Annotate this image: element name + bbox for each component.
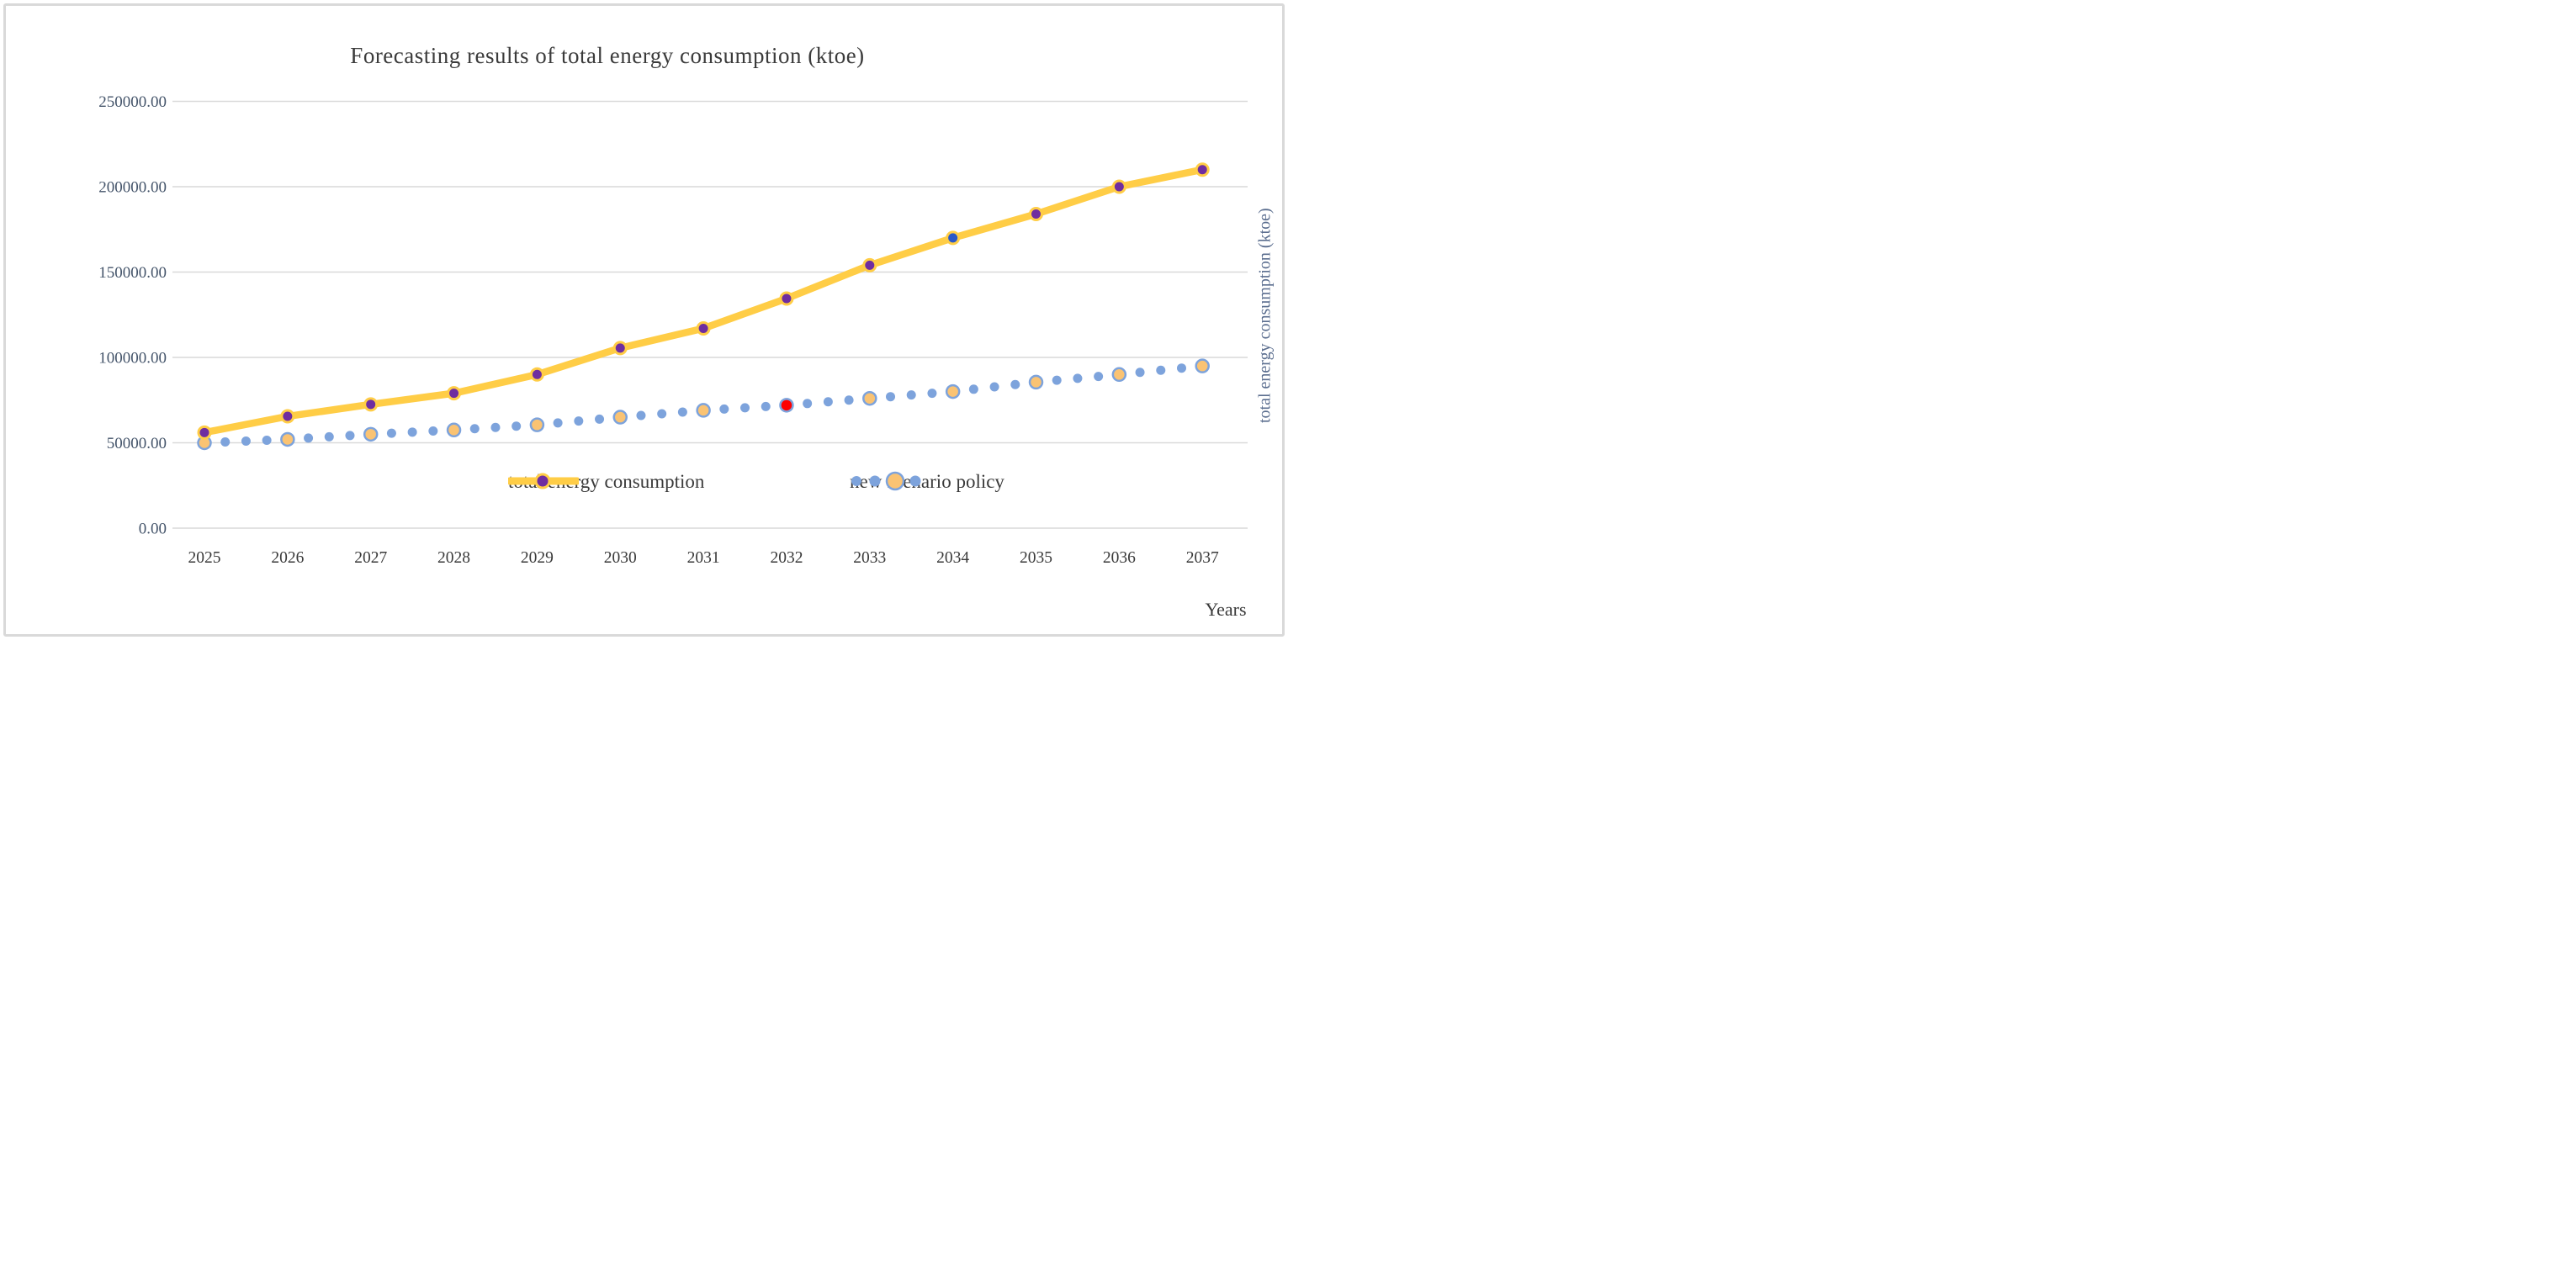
policy-line-dot [407,427,417,437]
data-point-total-energy-2034 [946,230,961,246]
legend-item-new-scenario: new scenario policy [850,469,1004,495]
policy-line-dot [1052,375,1062,385]
data-point-new-scenario-2028 [446,422,462,438]
total-energy-line [200,166,1206,436]
y-tick-label: 100000.00 [98,350,167,368]
data-point-total-energy-2028 [447,386,462,401]
policy-line-dot [740,403,750,413]
policy-line-dot [1156,365,1166,375]
x-axis-title: Years [1205,599,1247,620]
y-tick-label: 250000.00 [98,93,167,111]
policy-line-dot [428,426,438,436]
policy-line-dot [1176,363,1186,373]
policy-line-dot [906,390,916,400]
right-y-axis-title: total energy consumption (ktoe) [1255,208,1275,423]
data-point-total-energy-2036 [1111,179,1126,194]
chart-title: Forecasting results of total energy cons… [350,43,865,68]
y-tick-label: 200000.00 [98,179,167,197]
policy-line-dot [719,404,729,414]
policy-line-dot [574,416,584,426]
policy-line-dot [803,399,813,409]
policy-line-dot [1010,379,1020,389]
data-point-new-scenario-2034 [945,383,961,399]
x-tick-label-2036: 2036 [1103,549,1136,567]
policy-line-dot [657,409,667,419]
policy-line-dot [241,436,251,446]
data-point-total-energy-2027 [363,397,379,412]
data-point-total-energy-2035 [1029,206,1043,221]
x-tick-label-2035: 2035 [1020,549,1052,567]
policy-line-dot [823,397,833,407]
policy-line-dot [677,407,687,417]
data-point-new-scenario-2033 [862,390,877,406]
x-tick-label-2032: 2032 [770,549,803,567]
data-point-new-scenario-2030 [612,410,628,425]
policy-line-dot [324,431,334,442]
policy-line-dot [490,422,501,432]
x-tick-label-2037: 2037 [1186,549,1219,567]
x-tick-label-2027: 2027 [354,549,387,567]
data-point-new-scenario-2032 [779,398,794,413]
x-tick-label-2034: 2034 [936,549,969,567]
data-point-new-scenario-2029 [529,417,545,432]
data-point-new-scenario-2035 [1028,374,1044,390]
policy-line-dot [844,395,854,405]
data-point-total-energy-2037 [1195,162,1210,177]
policy-line-dot [886,392,896,402]
data-point-total-energy-2032 [779,291,794,306]
data-point-new-scenario-2031 [696,403,711,418]
legend-swatch-dotted-line [851,471,921,491]
x-tick-label-2031: 2031 [687,549,720,567]
x-tick-label-2030: 2030 [604,549,637,567]
chart-canvas: 0.00 50000.00 100000.00 150000.00 200000.00 2… [98,93,1248,567]
y-tick-label: 50000.00 [107,435,167,452]
data-point-total-energy-2030 [612,341,628,356]
policy-line-dot [989,382,999,392]
data-point-new-scenario-2036 [1111,367,1127,383]
data-point-total-energy-2031 [696,320,711,336]
x-tick-label-2025: 2025 [188,549,221,567]
x-tick-label-2026: 2026 [271,549,304,567]
policy-line-dot [262,435,272,445]
data-point-total-energy-2026 [280,409,295,424]
data-point-new-scenario-2037 [1195,358,1210,373]
data-point-new-scenario-2027 [363,426,379,442]
policy-line-dot [386,428,396,438]
data-point-new-scenario-2026 [280,431,295,447]
legend-swatch-solid-line [508,473,579,489]
policy-line-dot [595,414,605,424]
policy-line-dot [511,421,522,431]
x-tick-label-2029: 2029 [521,549,554,567]
y-tick-label: 150000.00 [98,264,167,282]
data-point-total-energy-2025 [197,425,212,440]
policy-line-dot [1135,368,1145,378]
data-point-total-energy-2029 [529,367,544,382]
policy-line-dot [761,401,771,411]
policy-line-dot [304,433,314,443]
x-tick-label-2028: 2028 [437,549,470,567]
legend-item-total-energy: total energy consumption [508,469,704,495]
policy-line-dot [220,436,231,447]
policy-line-dot [469,424,480,434]
policy-line-dot [927,389,937,399]
policy-line-dot [1094,372,1104,382]
policy-line-dot [636,410,646,420]
x-tick-label-2033: 2033 [853,549,886,567]
y-tick-label: 0.00 [139,521,167,538]
policy-line-dot [345,431,355,441]
policy-line-dot [1073,373,1083,383]
policy-line-dot [553,418,563,428]
chart-frame: Forecasting results of total energy cons… [3,3,1285,637]
policy-line-dot [968,384,978,394]
data-point-total-energy-2033 [862,257,877,272]
